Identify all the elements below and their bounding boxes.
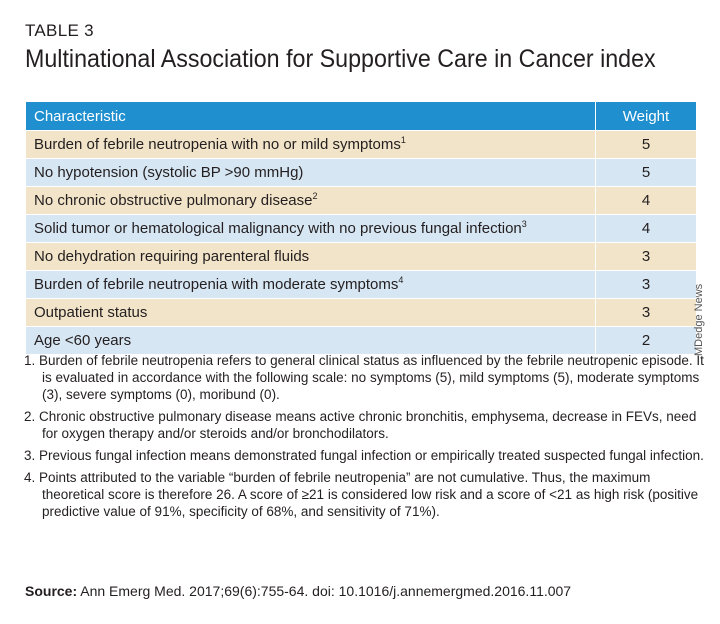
table-title: Multinational Association for Supportive… (25, 45, 656, 73)
characteristic-text: Age <60 years (34, 332, 132, 349)
weight-cell: 4 (595, 214, 697, 243)
footnote: 1. Burden of febrile neutropenia refers … (24, 353, 704, 402)
header-characteristic: Characteristic (25, 101, 596, 131)
source-citation: Ann Emerg Med. 2017;69(6):755-64. doi: 1… (77, 583, 572, 599)
header-weight: Weight (595, 101, 697, 131)
weight-cell: 3 (595, 242, 697, 271)
characteristic-cell: No hypotension (systolic BP >90 mmHg) (25, 158, 596, 187)
table-row: No chronic obstructive pulmonary disease… (25, 186, 697, 215)
footnote-ref: 2 (312, 191, 318, 201)
table-row: Burden of febrile neutropenia with no or… (25, 130, 697, 159)
characteristic-text: Burden of febrile neutropenia with moder… (34, 276, 399, 293)
characteristic-text: No hypotension (systolic BP >90 mmHg) (34, 164, 304, 181)
table-label: TABLE 3 (25, 21, 94, 40)
source-label: Source: (25, 583, 78, 599)
weight-cell: 5 (595, 130, 697, 159)
footnote: 3. Previous fungal infection means demon… (24, 448, 704, 463)
table-row: No dehydration requiring parenteral flui… (25, 242, 697, 271)
footnote-ref: 1 (400, 135, 406, 145)
characteristic-cell: No chronic obstructive pulmonary disease… (25, 186, 596, 215)
characteristic-cell: Age <60 years (25, 326, 596, 355)
characteristic-cell: No dehydration requiring parenteral flui… (25, 242, 596, 271)
table-row: Outpatient status 3 (25, 298, 697, 327)
footnote-ref: 3 (521, 219, 527, 229)
characteristic-text: No dehydration requiring parenteral flui… (34, 248, 310, 265)
source-line: Source: Ann Emerg Med. 2017;69(6):755-64… (25, 583, 571, 599)
characteristic-cell: Solid tumor or hematological malignancy … (25, 214, 596, 243)
index-table: Characteristic Weight Burden of febrile … (25, 101, 697, 355)
characteristic-text: No chronic obstructive pulmonary disease (34, 192, 313, 209)
characteristic-text: Solid tumor or hematological malignancy … (34, 220, 522, 237)
footnotes: 1. Burden of febrile neutropenia refers … (24, 352, 704, 525)
characteristic-text: Burden of febrile neutropenia with no or… (34, 136, 401, 153)
characteristic-cell: Burden of febrile neutropenia with moder… (25, 270, 596, 299)
weight-cell: 2 (595, 326, 697, 355)
weight-cell: 3 (595, 298, 697, 327)
table-row: No hypotension (systolic BP >90 mmHg) 5 (25, 158, 697, 187)
weight-cell: 4 (595, 186, 697, 215)
characteristic-cell: Burden of febrile neutropenia with no or… (25, 130, 596, 159)
weight-cell: 5 (595, 158, 697, 187)
footnote: 2. Chronic obstructive pulmonary disease… (24, 409, 697, 441)
footnote: 4. Points attributed to the variable “bu… (24, 470, 699, 519)
characteristic-cell: Outpatient status (25, 298, 596, 327)
weight-cell: 3 (595, 270, 697, 299)
table-row: Solid tumor or hematological malignancy … (25, 214, 697, 243)
table-row: Age <60 years 2 (25, 326, 697, 355)
characteristic-text: Outpatient status (34, 304, 148, 321)
table-row: Burden of febrile neutropenia with moder… (25, 270, 697, 299)
footnote-ref: 4 (398, 275, 404, 285)
table-header-row: Characteristic Weight (25, 101, 697, 131)
credit-text: MDedge News (693, 283, 705, 356)
